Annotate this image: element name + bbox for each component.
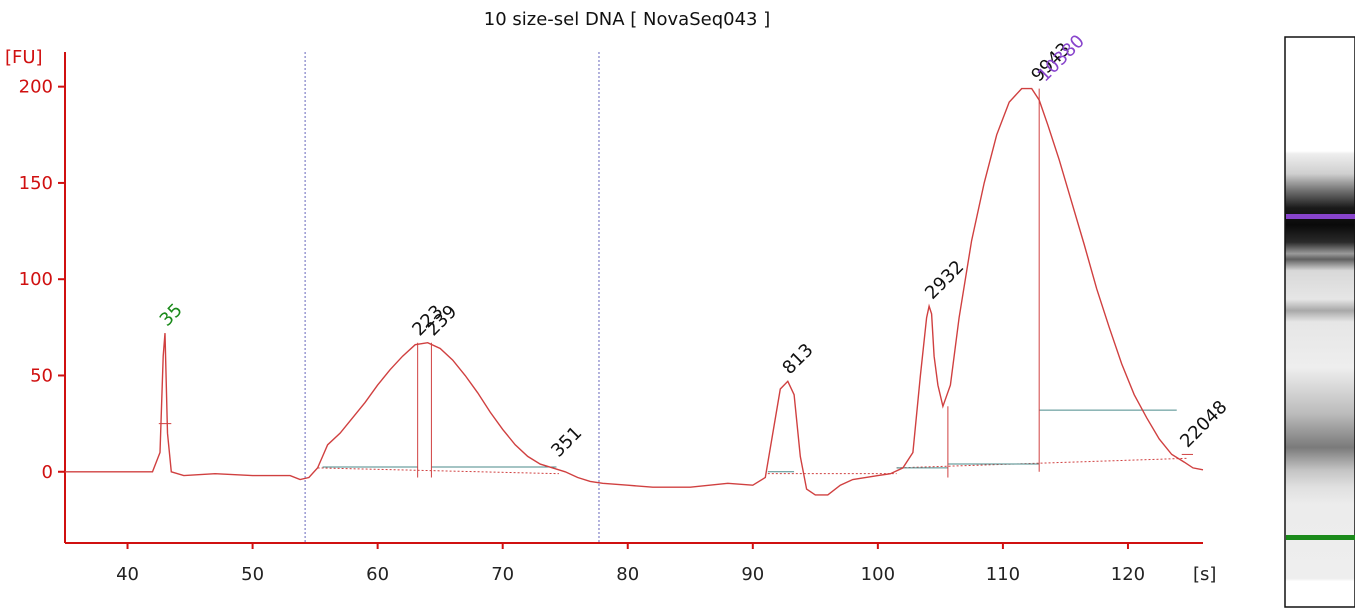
y-tick-label: 200 [19,77,53,98]
x-tick-label: 50 [241,564,264,585]
peak-label: 35 [156,300,187,331]
x-tick-label: 80 [616,564,639,585]
chart-title: 10 size-sel DNA [ NovaSeq043 ] [484,9,771,30]
x-axis-label: [s] [1193,564,1216,585]
upper-marker-band [1286,214,1355,219]
x-tick-label: 90 [741,564,764,585]
x-tick-label: 100 [861,564,895,585]
y-tick-label: 150 [19,173,53,194]
lower-marker-band [1286,535,1355,540]
baseline-dotted [317,467,559,475]
peak-label: 22048 [1176,397,1231,452]
electropherogram-trace [65,87,1204,496]
baseline-dotted [896,457,1189,469]
y-axis-label: [FU] [5,47,43,68]
gel-lane-image [1284,36,1355,608]
gel-lane-frame [1284,36,1355,608]
y-tick-label: 100 [19,269,53,290]
y-tick-label: 50 [30,365,53,386]
peak-label: 351 [547,422,586,461]
peak-label: 813 [779,340,818,379]
peak-label: 2932 [921,256,968,303]
x-tick-label: 40 [116,564,139,585]
x-tick-label: 70 [491,564,514,585]
y-tick-label: 0 [42,462,53,483]
x-tick-label: 110 [986,564,1020,585]
x-tick-label: 120 [1111,564,1145,585]
x-tick-label: 60 [366,564,389,585]
